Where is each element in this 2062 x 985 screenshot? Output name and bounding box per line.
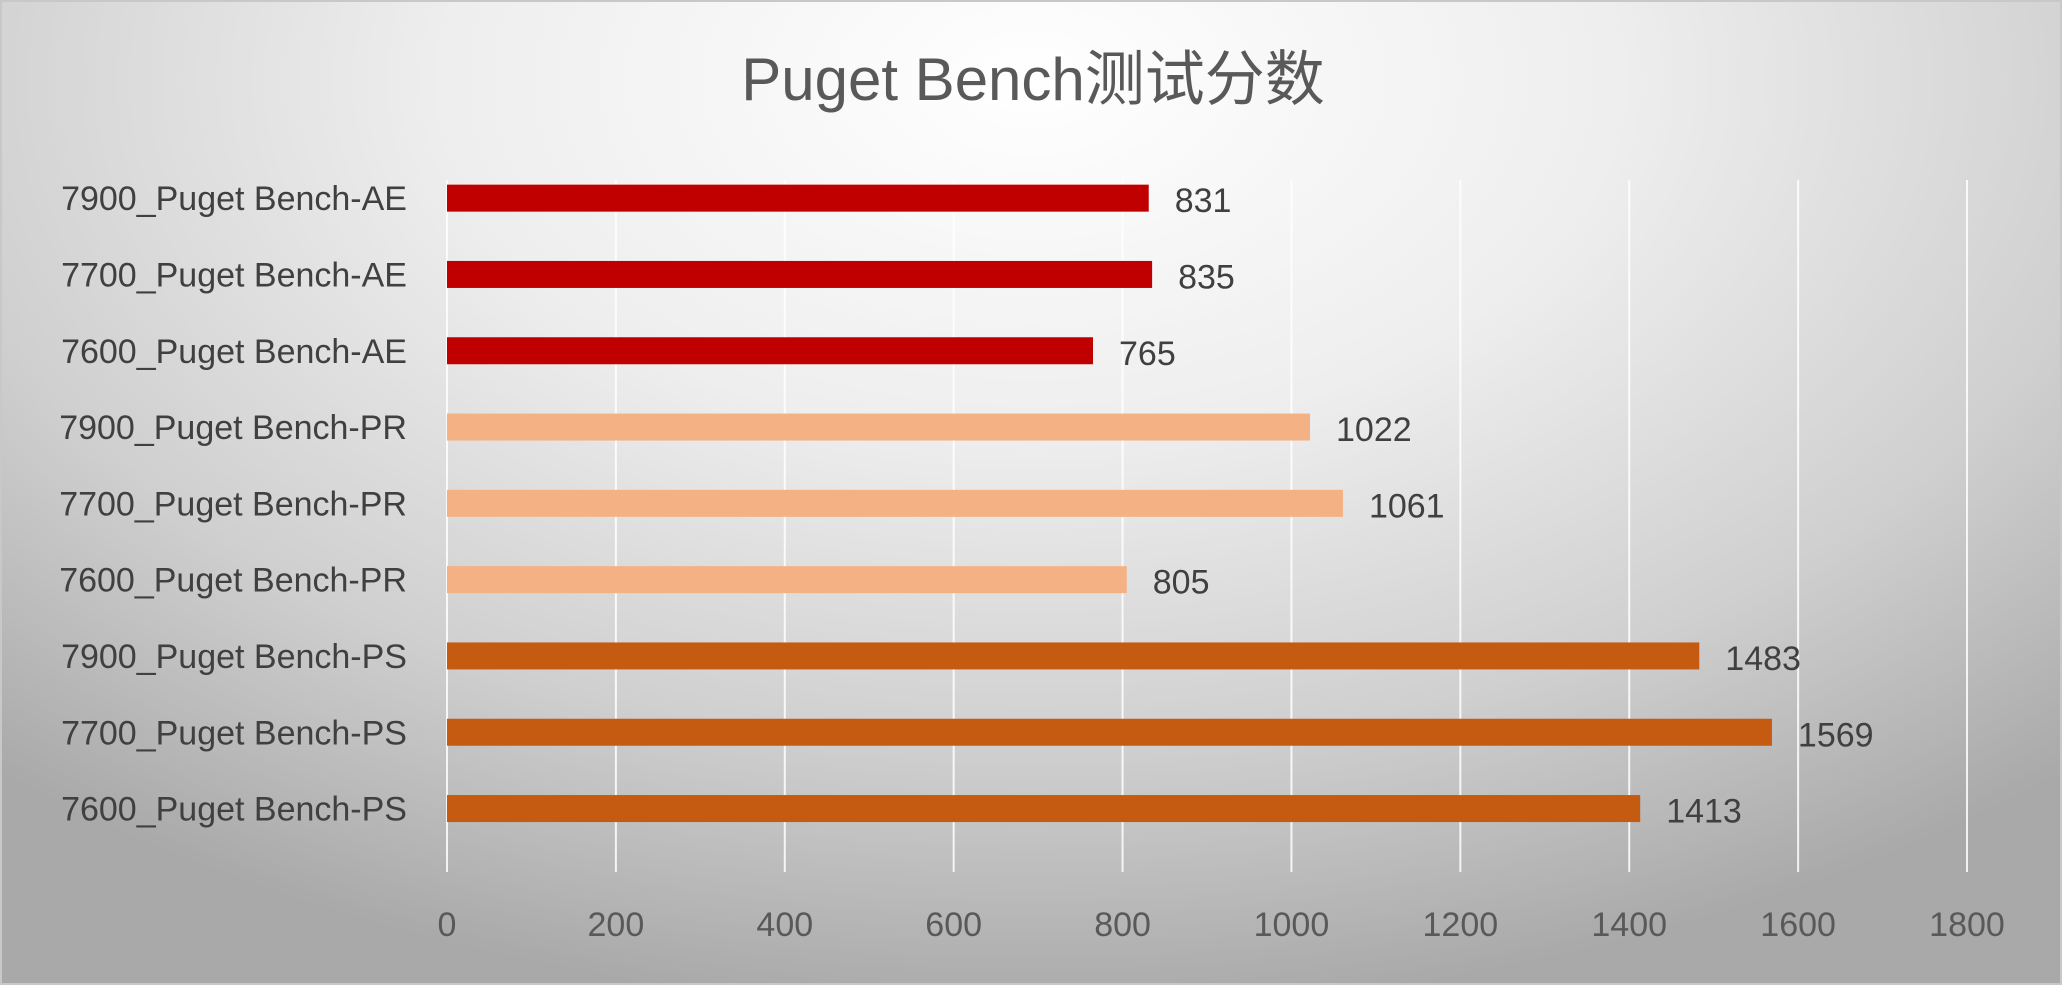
bar xyxy=(447,184,1149,212)
x-tick-label: 200 xyxy=(588,906,645,944)
bar xyxy=(447,718,1772,746)
bars xyxy=(447,184,1772,823)
category-label: 7700_Puget Bench-PS xyxy=(61,714,407,752)
bar xyxy=(447,489,1343,517)
chart-title: Puget Bench测试分数 xyxy=(741,46,1325,113)
value-label: 1569 xyxy=(1798,716,1874,754)
category-label: 7900_Puget Bench-PR xyxy=(59,409,407,447)
x-tick-label: 1000 xyxy=(1254,906,1330,944)
bar xyxy=(447,413,1311,441)
category-label: 7700_Puget Bench-AE xyxy=(61,256,407,294)
category-label: 7600_Puget Bench-PS xyxy=(61,791,407,829)
x-axis-ticks: 0 200 400 600 800 1000 1200 1400 1600 1800 xyxy=(438,906,2005,944)
value-label: 1483 xyxy=(1725,640,1801,678)
gridlines xyxy=(446,180,1968,872)
x-tick-label: 1400 xyxy=(1591,906,1667,944)
category-label: 7700_Puget Bench-PR xyxy=(59,485,407,523)
x-tick-label: 0 xyxy=(438,906,457,944)
category-label: 7900_Puget Bench-PS xyxy=(61,638,407,676)
value-label: 1022 xyxy=(1336,411,1412,449)
x-tick-label: 600 xyxy=(925,906,982,944)
bar xyxy=(447,566,1127,594)
value-label: 1413 xyxy=(1666,793,1742,831)
x-tick-label: 1600 xyxy=(1760,906,1836,944)
value-labels: 831 835 765 1022 1061 805 1483 1569 1413 xyxy=(1119,182,1874,830)
category-label: 7600_Puget Bench-AE xyxy=(61,333,407,371)
category-labels: 7900_Puget Bench-AE 7700_Puget Bench-AE 76… xyxy=(59,180,407,828)
category-label: 7600_Puget Bench-PR xyxy=(59,562,407,600)
value-label: 831 xyxy=(1175,182,1232,220)
bar xyxy=(447,795,1641,823)
bar xyxy=(447,337,1093,365)
x-tick-label: 800 xyxy=(1094,906,1151,944)
bar xyxy=(447,260,1153,288)
category-label: 7900_Puget Bench-AE xyxy=(61,180,407,218)
bar xyxy=(447,642,1700,670)
x-tick-label: 1200 xyxy=(1423,906,1499,944)
value-label: 765 xyxy=(1119,335,1176,373)
x-tick-label: 1800 xyxy=(1929,906,2005,944)
value-label: 805 xyxy=(1153,564,1210,602)
x-tick-label: 400 xyxy=(756,906,813,944)
value-label: 835 xyxy=(1178,258,1235,296)
value-label: 1061 xyxy=(1369,487,1445,525)
